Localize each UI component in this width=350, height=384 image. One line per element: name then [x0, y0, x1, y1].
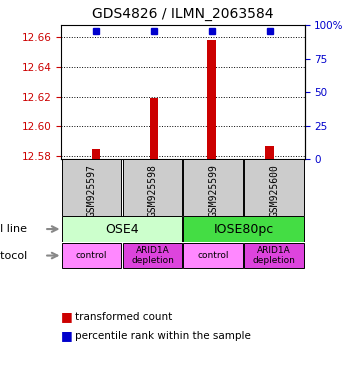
Text: GSM925599: GSM925599 [208, 164, 218, 217]
Bar [183, 216, 304, 242]
Text: ARID1A
depletion: ARID1A depletion [253, 246, 295, 265]
Text: ARID1A
depletion: ARID1A depletion [131, 246, 174, 265]
Bar [208, 40, 216, 159]
Text: IOSE80pc: IOSE80pc [214, 223, 274, 235]
Text: ■: ■ [61, 310, 73, 323]
Text: GSM925600: GSM925600 [269, 164, 279, 217]
Text: ■: ■ [61, 329, 73, 343]
Bar [122, 243, 182, 268]
Bar [244, 159, 304, 216]
Bar [92, 149, 100, 159]
Text: OSE4: OSE4 [105, 223, 139, 235]
Text: transformed count: transformed count [75, 312, 173, 322]
Text: percentile rank within the sample: percentile rank within the sample [75, 331, 251, 341]
Bar [122, 159, 182, 216]
Bar [62, 159, 121, 216]
Text: GSM925598: GSM925598 [147, 164, 158, 217]
Text: cell line: cell line [0, 224, 27, 234]
Bar [183, 159, 243, 216]
Bar [149, 98, 158, 159]
Bar [244, 243, 304, 268]
Bar [265, 146, 274, 159]
Text: protocol: protocol [0, 250, 27, 261]
Bar [62, 243, 121, 268]
Text: GSM925597: GSM925597 [87, 164, 97, 217]
Bar [183, 243, 243, 268]
Text: control: control [76, 251, 107, 260]
Bar [62, 216, 182, 242]
Text: control: control [197, 251, 229, 260]
Title: GDS4826 / ILMN_2063584: GDS4826 / ILMN_2063584 [92, 7, 274, 21]
